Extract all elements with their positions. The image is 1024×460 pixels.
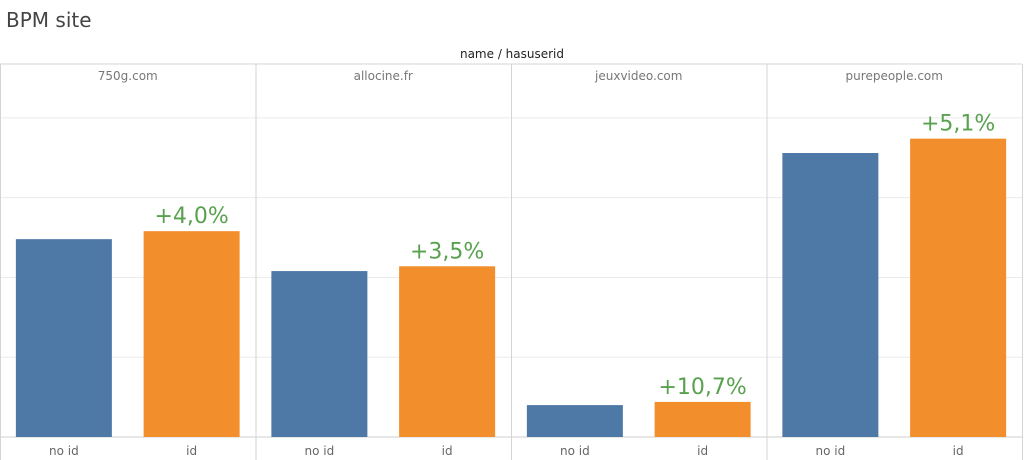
data-label-delta-allocine-fr: +3,5% — [410, 239, 484, 264]
bar-allocine-fr-no-id — [271, 271, 368, 437]
tick-label-id: id — [697, 444, 708, 458]
tick-label-id: id — [953, 444, 964, 458]
bar-jeuxvideo-com-no-id — [526, 405, 623, 437]
page-title: BPM site — [6, 8, 92, 32]
tick-label-no-id: no id — [305, 444, 335, 458]
data-label-delta-purepeople-com: +5,1% — [921, 112, 995, 137]
data-label-delta-jeuxvideo-com: +10,7% — [658, 375, 746, 400]
data-label-delta-750g-com: +4,0% — [154, 204, 228, 229]
tick-label-no-id: no id — [816, 444, 846, 458]
bar-purepeople-com-no-id — [782, 153, 879, 437]
bar-750g-com-no-id — [15, 239, 112, 437]
tick-label-id: id — [442, 444, 453, 458]
bar-allocine-fr-id — [399, 266, 496, 437]
tick-label-no-id: no id — [560, 444, 590, 458]
panel-label-jeuxvideo-com: jeuxvideo.com — [594, 69, 682, 83]
bar-jeuxvideo-com-id — [654, 401, 751, 437]
panel-label-750g-com: 750g.com — [98, 69, 158, 83]
tick-label-id: id — [186, 444, 197, 458]
bar-purepeople-com-id — [910, 138, 1007, 437]
panel-label-purepeople-com: purepeople.com — [846, 69, 943, 83]
tick-label-no-id: no id — [49, 444, 79, 458]
bar-750g-com-id — [143, 231, 240, 437]
panel-label-allocine-fr: allocine.fr — [354, 69, 413, 83]
chart-header: name / hasuserid — [459, 47, 565, 61]
